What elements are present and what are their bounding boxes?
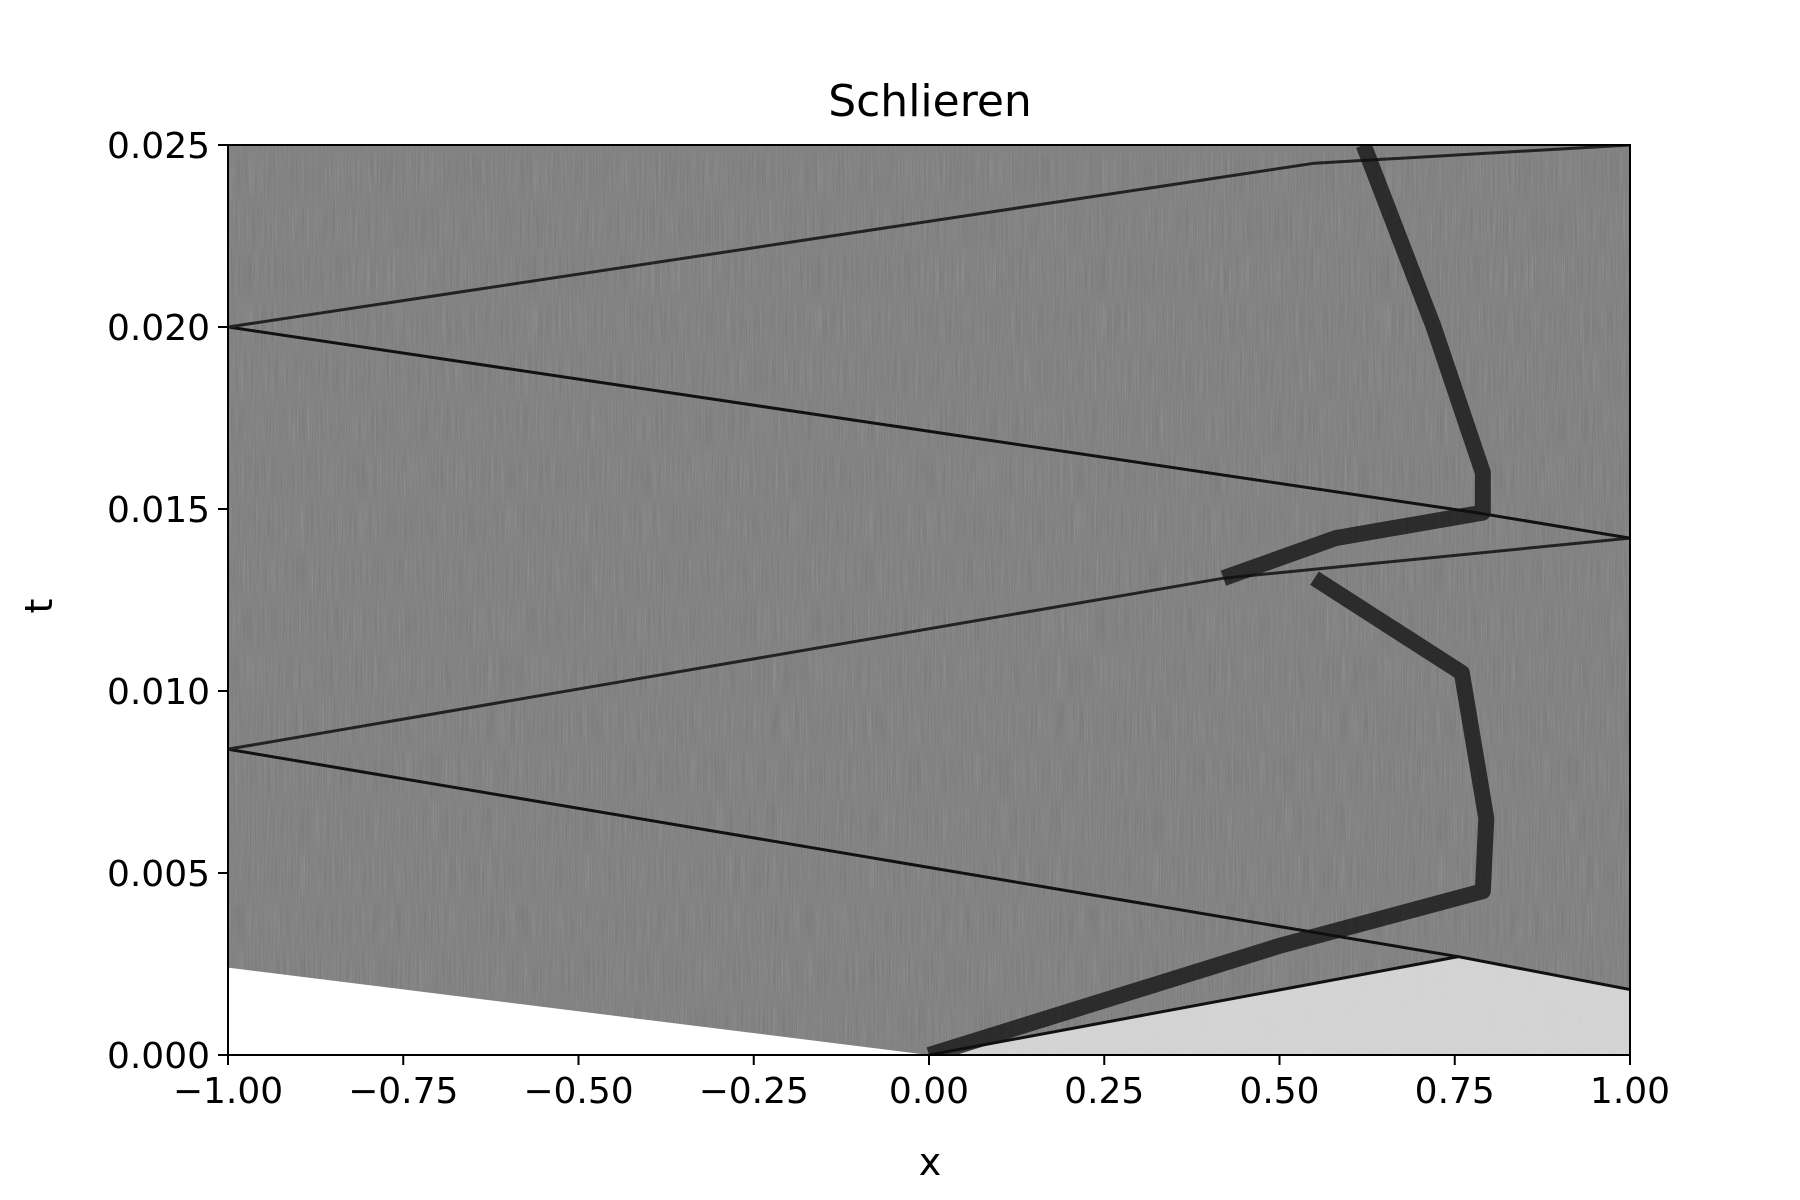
x-tick-label-2: −0.50 <box>523 1071 633 1112</box>
y-tick-label-3: 0.015 <box>107 490 210 531</box>
plot-area <box>228 145 1630 1055</box>
contact-discontinuity-8 <box>1220 145 1491 586</box>
field-texture <box>228 145 1630 1055</box>
reflected-shock-3 <box>228 747 1459 959</box>
y-tick-label-2: 0.010 <box>107 672 210 713</box>
x-tick-label-8: 1.00 <box>1590 1071 1670 1112</box>
y-axis: 0.000 0.005 0.010 0.015 0.020 0.025 <box>107 126 228 1077</box>
x-axis-label: x <box>919 1140 942 1184</box>
rarefaction-fan-0 <box>228 967 929 1055</box>
chart-title: Schlieren <box>828 76 1032 127</box>
x-tick-label-3: −0.25 <box>699 1071 809 1112</box>
x-tick-label-1: −0.75 <box>348 1071 458 1112</box>
y-tick-label-0: 0.000 <box>107 1036 210 1077</box>
x-tick-label-4: 0.00 <box>889 1071 969 1112</box>
bright-region-2 <box>929 956 1630 1055</box>
x-tick-label-0: −1.00 <box>173 1071 283 1112</box>
contact-discontinuity-7 <box>926 571 1495 1055</box>
shock-6 <box>228 145 1630 329</box>
y-tick-label-4: 0.020 <box>107 308 210 349</box>
x-axis: −1.00 −0.75 −0.50 −0.25 0.00 0.25 0.50 0.75 1.00 <box>173 1055 1670 1112</box>
y-axis-label: t <box>17 599 61 614</box>
x-tick-label-5: 0.25 <box>1064 1071 1144 1112</box>
y-tick-label-1: 0.005 <box>107 854 210 895</box>
y-tick-label-5: 0.025 <box>107 126 210 167</box>
x-tick-label-7: 0.75 <box>1415 1071 1495 1112</box>
x-tick-label-6: 0.50 <box>1239 1071 1319 1112</box>
